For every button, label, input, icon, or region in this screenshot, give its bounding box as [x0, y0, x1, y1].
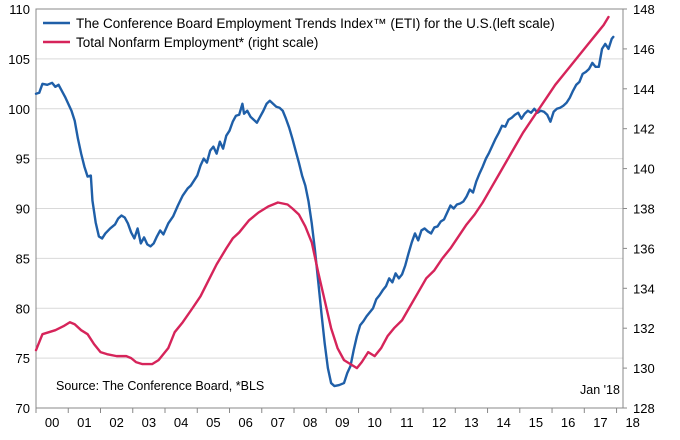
y-left-tick-label: 70	[16, 401, 30, 416]
y-left-tick-label: 110	[9, 2, 30, 17]
x-tick-label: 04	[174, 415, 188, 430]
y-left-tick-label: 90	[16, 202, 30, 217]
x-tick-label: 08	[303, 415, 317, 430]
y-left-tick-label: 95	[16, 152, 30, 167]
x-tick-label: 10	[367, 415, 381, 430]
y-right-tick-label: 148	[633, 2, 655, 17]
x-tick-label: 13	[464, 415, 478, 430]
x-tick-label: 11	[400, 415, 414, 430]
x-tick-label: 16	[561, 415, 575, 430]
x-tick-label: 14	[496, 415, 510, 430]
y-right-tick-label: 138	[633, 202, 655, 217]
x-tick-label: 07	[271, 415, 285, 430]
y-left-tick-label: 80	[16, 301, 30, 316]
series-lines	[34, 15, 615, 388]
x-tick-label: 01	[77, 415, 91, 430]
y-right-tick-label: 144	[633, 82, 655, 97]
y-right-tick-label: 140	[633, 162, 655, 177]
x-tick-label: 03	[142, 415, 156, 430]
y-left-tick-label: 85	[16, 251, 30, 266]
y-right-tick-label: 134	[633, 281, 655, 296]
y-right-tick-label: 128	[633, 401, 655, 416]
y-left-tick-label: 75	[16, 351, 30, 366]
legend-label-nonfarm: Total Nonfarm Employment* (right scale)	[76, 35, 318, 50]
x-tick-label: 12	[432, 415, 446, 430]
legend: The Conference Board Employment Trends I…	[43, 16, 555, 50]
x-tick-label: 09	[335, 415, 349, 430]
x-tick-label: 18	[625, 415, 639, 430]
axes: 7075808590951001051101281301321341361381…	[8, 2, 654, 430]
gridlines	[36, 8, 623, 359]
x-tick-label: 02	[109, 415, 123, 430]
y-right-tick-label: 130	[633, 361, 655, 376]
y-left-tick-label: 105	[8, 52, 30, 67]
y-right-tick-label: 142	[633, 122, 655, 137]
x-tick-label: 05	[206, 415, 220, 430]
date-note: Jan '18	[580, 383, 620, 397]
x-tick-label: 00	[45, 415, 59, 430]
x-tick-label: 15	[529, 415, 543, 430]
y-right-tick-label: 132	[633, 321, 655, 336]
series-line-nonfarm	[34, 15, 610, 370]
source-note: Source: The Conference Board, *BLS	[56, 379, 264, 393]
y-left-tick-label: 100	[8, 102, 30, 117]
y-right-tick-label: 146	[633, 42, 655, 57]
y-right-tick-label: 136	[633, 241, 655, 256]
legend-label-eti: The Conference Board Employment Trends I…	[76, 16, 555, 31]
x-tick-label: 17	[593, 415, 607, 430]
series-line-eti	[34, 35, 615, 388]
x-tick-label: 06	[238, 415, 252, 430]
